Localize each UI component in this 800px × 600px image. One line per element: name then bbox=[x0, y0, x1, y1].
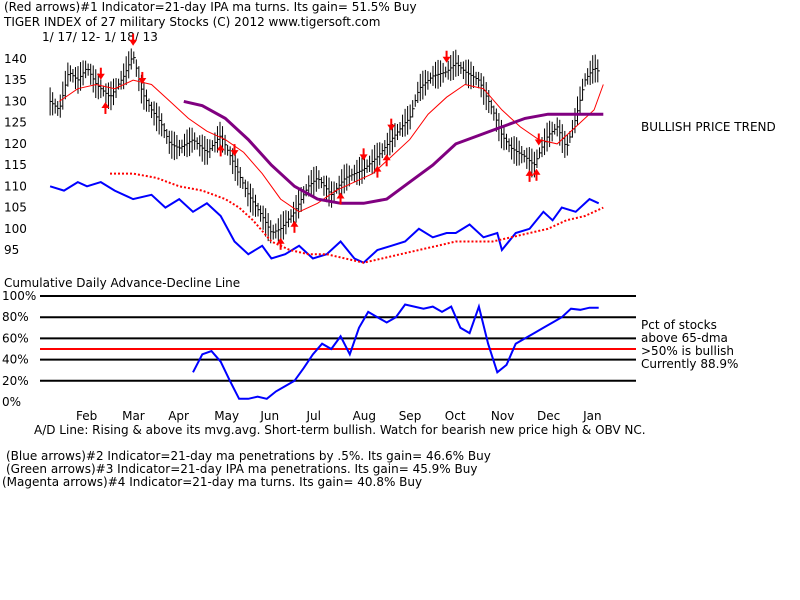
chart-title: TIGER INDEX of 27 military Stocks (C) 20… bbox=[4, 15, 381, 29]
price-y-tick-label: 105 bbox=[4, 201, 27, 215]
ad-line bbox=[49, 180, 600, 264]
price-y-tick-label: 120 bbox=[4, 137, 27, 151]
pct-y-tick-label: 0% bbox=[2, 395, 21, 409]
bullish-trend-label: BULLISH PRICE TREND bbox=[641, 120, 776, 134]
red-arrow-up-head bbox=[276, 237, 285, 244]
price-y-tick-label: 135 bbox=[4, 73, 27, 87]
red-arrow-down-head bbox=[138, 77, 147, 84]
pct-y-tick-label: 80% bbox=[2, 310, 29, 324]
month-label: Sep bbox=[399, 409, 422, 423]
pct-label-2: above 65-dma bbox=[641, 331, 728, 345]
month-label: Mar bbox=[122, 409, 145, 423]
ad-line-note: A/D Line: Rising & above its mvg.avg. Sh… bbox=[34, 423, 646, 437]
red-arrow-down-head bbox=[129, 39, 138, 46]
month-label: Aug bbox=[353, 409, 376, 423]
pct-y-tick-label: 40% bbox=[2, 353, 29, 367]
price-y-tick-label: 115 bbox=[4, 158, 27, 172]
month-label: Oct bbox=[445, 409, 466, 423]
footer-line-2: (Green arrows)#3 Indicator=21-day IPA ma… bbox=[6, 462, 478, 476]
red-arrow-down-head bbox=[96, 73, 105, 80]
red-arrow-up-head bbox=[382, 154, 391, 161]
month-label: Apr bbox=[168, 409, 189, 423]
month-label: Dec bbox=[537, 409, 560, 423]
price-y-tick-label: 125 bbox=[4, 116, 27, 130]
ad-moving-avg-line bbox=[110, 172, 604, 264]
red-arrow-down-head bbox=[359, 154, 368, 161]
red-arrow-up-head bbox=[532, 168, 541, 175]
red-arrow-up-head bbox=[336, 192, 345, 199]
pct-above-65dma-line bbox=[192, 303, 599, 400]
month-label: Nov bbox=[491, 409, 514, 423]
month-label: Feb bbox=[76, 409, 97, 423]
ad-line-title: Cumulative Daily Advance-Decline Line bbox=[4, 276, 241, 290]
pct-y-tick-label: 100% bbox=[2, 289, 36, 303]
red-arrow-down-head bbox=[442, 56, 451, 63]
red-arrow-up-head bbox=[525, 169, 534, 176]
red-arrow-up-head bbox=[216, 144, 225, 151]
price-y-tick-label: 110 bbox=[4, 179, 27, 193]
pct-label-1: Pct of stocks bbox=[641, 318, 717, 332]
red-arrow-up-head bbox=[290, 220, 299, 227]
red-arrow-up-head bbox=[101, 101, 110, 108]
ma21-line bbox=[59, 79, 604, 213]
month-label: Jul bbox=[306, 409, 321, 423]
pct-y-tick-label: 20% bbox=[2, 374, 29, 388]
month-label: Jun bbox=[259, 409, 279, 423]
price-y-tick-label: 100 bbox=[4, 222, 27, 236]
red-arrow-up-head bbox=[373, 165, 382, 172]
red-arrow-down-head bbox=[534, 139, 543, 146]
date-range: 1/ 17/ 12- 1/ 18/ 13 bbox=[42, 30, 158, 44]
header-line-1: (Red arrows)#1 Indicator=21-day IPA ma t… bbox=[4, 0, 417, 14]
pct-y-tick-label: 60% bbox=[2, 331, 29, 345]
red-arrow-down-head bbox=[230, 150, 239, 157]
month-label: May bbox=[214, 409, 239, 423]
price-y-tick-label: 130 bbox=[4, 94, 27, 108]
price-y-tick-label: 140 bbox=[4, 52, 27, 66]
ma65-line bbox=[183, 99, 604, 205]
pct-label-3: >50% is bullish bbox=[641, 344, 735, 358]
price-y-tick-label: 95 bbox=[4, 243, 19, 257]
red-arrow-down-head bbox=[387, 124, 396, 131]
month-label: Jan bbox=[582, 409, 602, 423]
pct-label-4: Currently 88.9% bbox=[641, 357, 739, 371]
footer-line-1: (Blue arrows)#2 Indicator=21-day ma pene… bbox=[6, 449, 491, 463]
footer-line-3: (Magenta arrows)#4 Indicator=21-day ma t… bbox=[2, 475, 423, 489]
